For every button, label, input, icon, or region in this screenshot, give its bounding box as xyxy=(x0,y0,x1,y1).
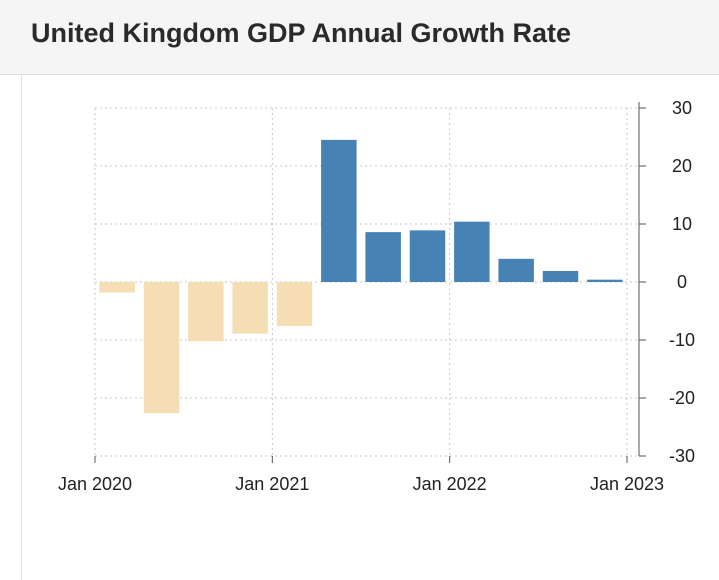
bar-q4-2022 xyxy=(587,279,623,282)
bar-q2-2021 xyxy=(321,139,357,282)
x-tick-label: Jan 2020 xyxy=(58,474,132,494)
x-tick-label: Jan 2021 xyxy=(235,474,309,494)
bar-q4-2021 xyxy=(409,230,446,282)
bar-q1-2022 xyxy=(454,221,490,282)
bar-q2-2020 xyxy=(143,282,180,414)
y-tick-label: 30 xyxy=(672,98,692,118)
bar-q1-2021 xyxy=(276,282,313,327)
x-tick-label: Jan 2022 xyxy=(413,474,487,494)
y-tick-label: 20 xyxy=(672,156,692,176)
y-tick-label: -30 xyxy=(669,446,695,466)
bar-q3-2021 xyxy=(365,232,401,282)
y-tick-label: 0 xyxy=(677,272,687,292)
bar-q3-2020 xyxy=(188,282,224,342)
chart-title: United Kingdom GDP Annual Growth Rate xyxy=(31,18,571,48)
y-tick-label: -10 xyxy=(669,330,695,350)
y-tick-label: -20 xyxy=(669,388,695,408)
bar-q4-2020 xyxy=(232,282,268,334)
chart-header: United Kingdom GDP Annual Growth Rate xyxy=(0,0,719,75)
x-tick-label: Jan 2023 xyxy=(590,474,664,494)
y-tick-label: 10 xyxy=(672,214,692,234)
bar-q2-2022 xyxy=(498,258,534,282)
chart-panel: 30 20 10 0 -10 -20 -30 Jan 2020 Jan 2021 Jan 2022… xyxy=(21,75,719,580)
bar-q3-2022 xyxy=(542,270,579,282)
bar-q1-2020 xyxy=(99,282,135,293)
gdp-growth-chart: 30 20 10 0 -10 -20 -30 Jan 2020 Jan 2021 Jan 2022… xyxy=(58,98,695,494)
